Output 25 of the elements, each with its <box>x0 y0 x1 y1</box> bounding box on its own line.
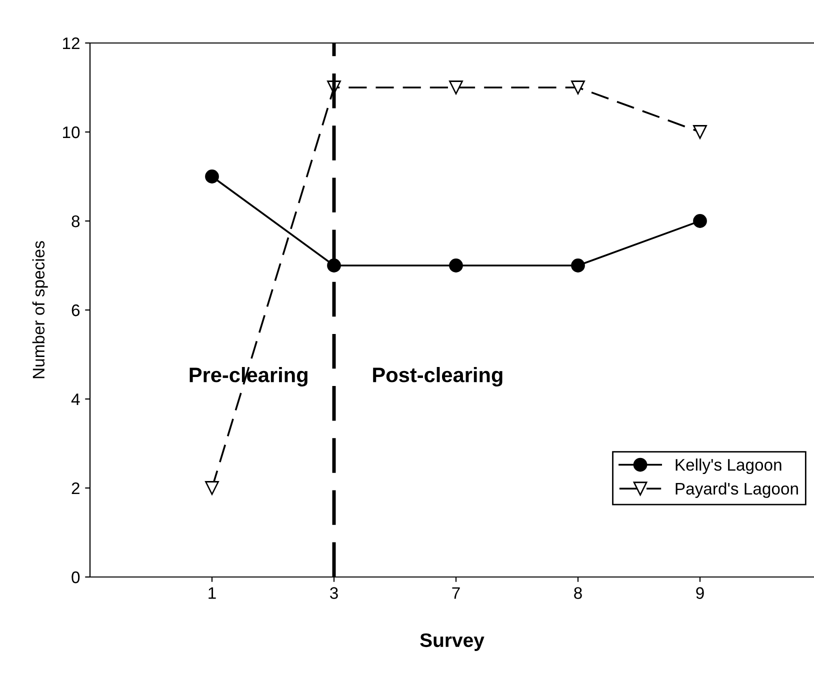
x-axis-title: Survey <box>420 633 484 651</box>
annotation: Post-clearing <box>373 366 502 387</box>
point <box>693 125 707 139</box>
x-tick-label: 1 <box>208 587 216 599</box>
point <box>571 258 585 272</box>
point <box>449 258 463 272</box>
y-axis-title: Number of species <box>32 241 48 378</box>
y-tick-label: 12 <box>63 37 80 50</box>
point <box>449 80 463 94</box>
legend-label: Kelly's Lagoon <box>676 458 782 474</box>
y-tick-label: 4 <box>71 394 80 406</box>
point <box>205 170 219 184</box>
y-tick-label: 6 <box>72 304 80 316</box>
x-tick-label: 7 <box>452 587 460 599</box>
y-tick-label: 0 <box>72 571 80 584</box>
legend-label: Payard's Lagoon <box>676 482 798 498</box>
x-tick-label: 3 <box>330 587 338 599</box>
point <box>693 214 707 228</box>
point <box>205 481 219 495</box>
y-tick-label: 2 <box>72 482 80 494</box>
point <box>571 80 585 94</box>
y-tick-label: 10 <box>63 126 80 138</box>
x-tick-label: 9 <box>696 587 704 599</box>
x-tick-label: 8 <box>574 587 582 599</box>
y-tick-label: 8 <box>72 215 80 228</box>
